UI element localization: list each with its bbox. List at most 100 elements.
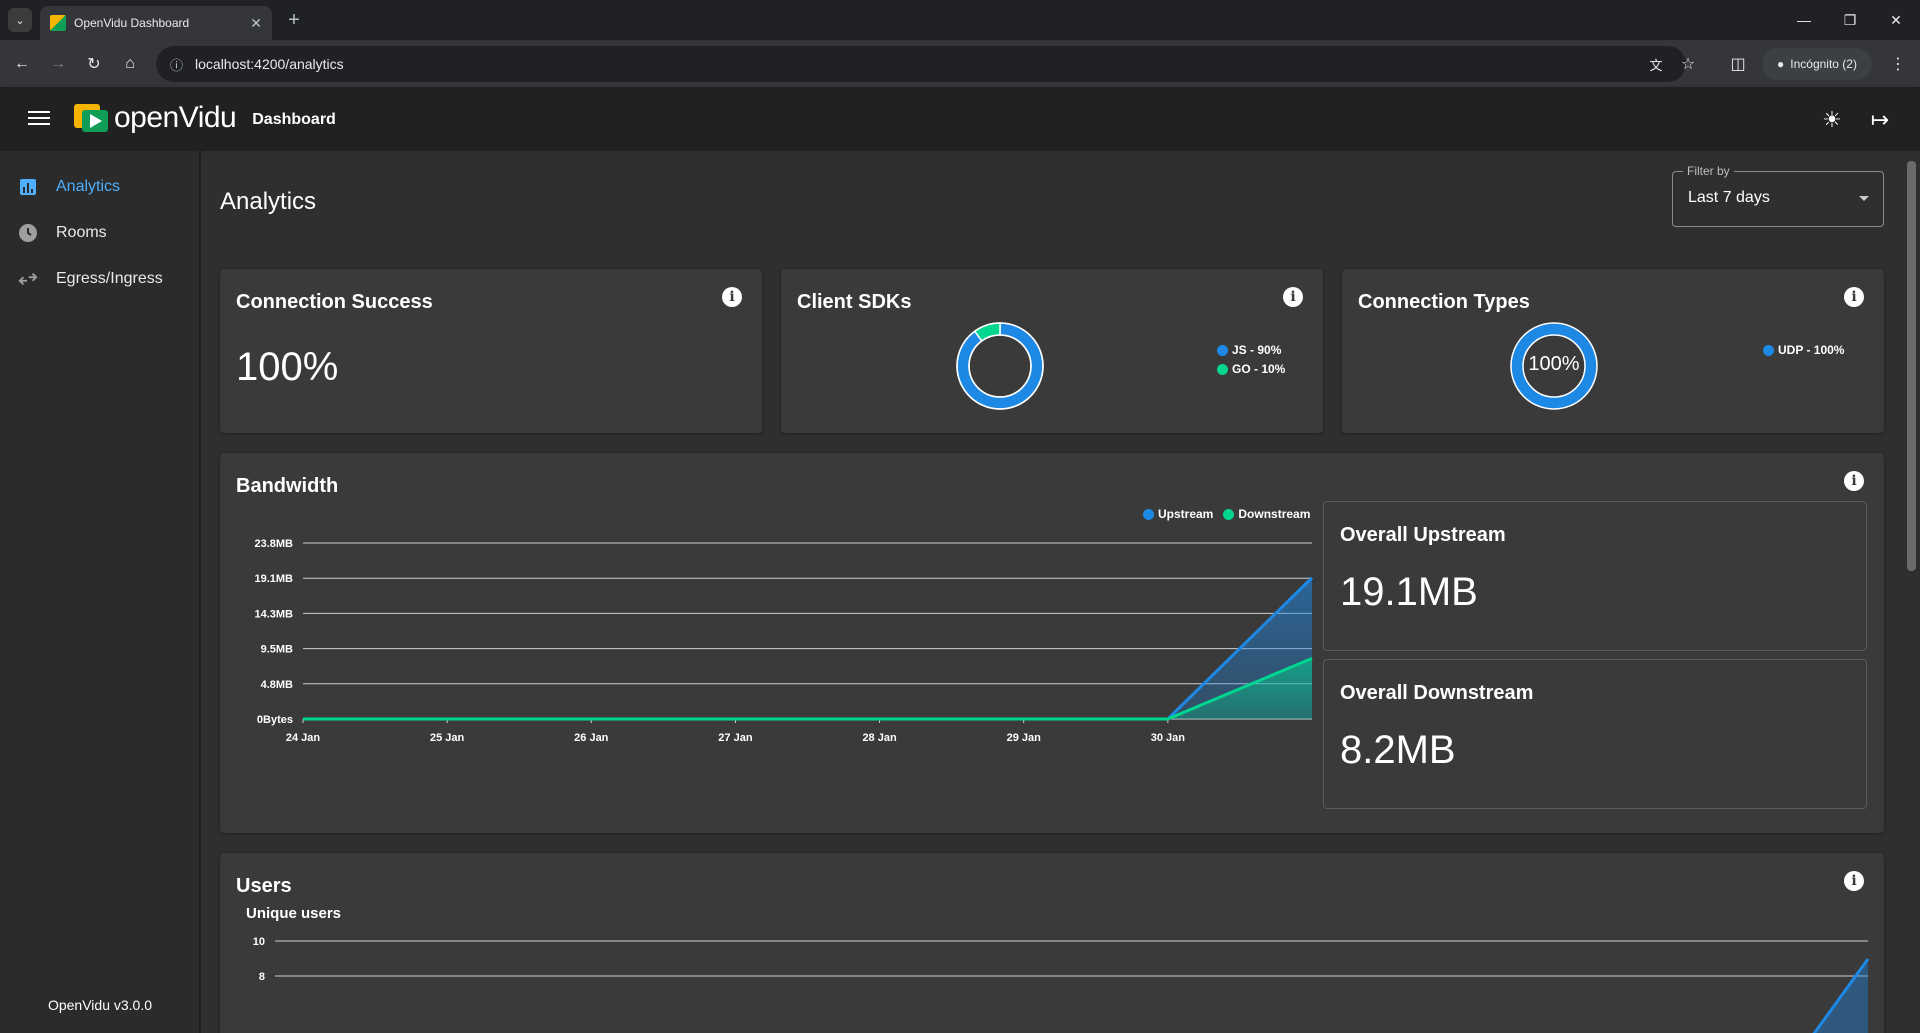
- x-tick-label: 24 Jan: [286, 732, 321, 744]
- address-bar[interactable]: ⓘ localhost:4200/analytics: [156, 46, 1686, 82]
- translate-icon[interactable]: 文: [1649, 57, 1663, 73]
- tab-search-icon[interactable]: ⌄: [8, 8, 32, 32]
- x-tick-label: 26 Jan: [574, 732, 609, 744]
- legend-label: GO - 10%: [1232, 362, 1286, 376]
- y-tick-label: 10: [253, 936, 265, 948]
- connection-types-card: Connection Types i 100% UDP - 100%: [1342, 269, 1884, 433]
- main-content: Analytics Filter by Last 7 days Connecti…: [201, 151, 1903, 1033]
- clock-icon: [18, 223, 38, 243]
- series-line-downstream: [303, 656, 1313, 721]
- card-title: Connection Types: [1358, 291, 1530, 313]
- info-icon[interactable]: i: [1844, 471, 1864, 491]
- legend-item: Upstream: [1143, 507, 1213, 521]
- overall-upstream-value: 19.1MB: [1340, 570, 1478, 614]
- legend-dot: [1763, 344, 1774, 356]
- legend-label: JS - 90%: [1232, 343, 1282, 357]
- theme-toggle-sun-icon[interactable]: ☀: [1822, 107, 1842, 132]
- connection-types-donut-chart: [1510, 322, 1598, 410]
- forward-icon[interactable]: →: [50, 55, 66, 72]
- home-icon[interactable]: ⌂: [125, 55, 135, 72]
- unique-users-chart: 8 10: [253, 936, 1870, 1033]
- subcard-title: Overall Downstream: [1340, 682, 1534, 704]
- new-tab-icon[interactable]: +: [288, 8, 300, 31]
- swap-arrows-icon: [18, 269, 38, 289]
- x-tick-label: 30 Jan: [1151, 732, 1186, 744]
- legend-item: UDP - 100%: [1763, 343, 1844, 357]
- close-window-icon[interactable]: ✕: [1890, 11, 1902, 28]
- sidebar-item-egress-ingress[interactable]: Egress/Ingress: [0, 259, 200, 299]
- users-series-area: [1814, 959, 1868, 1033]
- browser-tabstrip: ⌄ OpenVidu Dashboard ✕ + — ❐ ✕: [0, 0, 1920, 40]
- legend-label: Downstream: [1238, 507, 1311, 521]
- restore-icon[interactable]: ❐: [1843, 11, 1857, 28]
- donut-inner-outline: [1522, 334, 1586, 398]
- browser-menu-icon[interactable]: ⋮: [1890, 56, 1906, 73]
- incognito-badge[interactable]: ● Incógnito (2): [1762, 48, 1872, 80]
- minimize-icon[interactable]: —: [1797, 12, 1811, 28]
- client-sdks-legend: JS - 90% GO - 10%: [1217, 343, 1285, 381]
- legend-dot: [1217, 344, 1228, 356]
- bandwidth-area-chart: 0Bytes 4.8MB 9.5MB 14.3MB 19.1MB 23.8MB 24 Jan…: [254, 538, 1314, 744]
- y-tick-label: 19.1MB: [254, 573, 293, 585]
- y-tick-label: 23.8MB: [254, 538, 293, 550]
- url-text: localhost:4200/analytics: [195, 56, 344, 72]
- legend-dot: [1223, 508, 1235, 520]
- page-scrollbar[interactable]: [1903, 151, 1920, 1033]
- x-tick-label: 29 Jan: [1007, 732, 1042, 744]
- favicon-icon: [50, 15, 66, 31]
- users-series-line: [1812, 958, 1870, 1033]
- scrollbar-thumb[interactable]: [1907, 161, 1916, 571]
- sidebar-item-label: Egress/Ingress: [56, 270, 163, 287]
- donut-outline: [1510, 322, 1598, 410]
- page-title: Analytics: [220, 188, 317, 215]
- bookmark-star-icon[interactable]: ☆: [1680, 56, 1696, 73]
- overall-downstream-value: 8.2MB: [1340, 728, 1456, 772]
- users-chart-title: Unique users: [246, 905, 342, 922]
- dropdown-arrow-icon: [1859, 196, 1869, 201]
- back-icon[interactable]: ←: [14, 55, 30, 72]
- close-tab-icon[interactable]: ✕: [250, 14, 262, 31]
- sidebar-item-rooms[interactable]: Rooms: [0, 213, 200, 253]
- info-icon[interactable]: i: [1844, 287, 1864, 307]
- x-tick-label: 27 Jan: [718, 732, 753, 744]
- client-sdks-donut-chart: [956, 322, 1044, 410]
- card-title: Users: [236, 875, 292, 897]
- series-area-downstream: [303, 658, 1312, 719]
- donut-outline: [956, 322, 1044, 410]
- x-tick-label: 28 Jan: [862, 732, 897, 744]
- menu-icon[interactable]: [28, 107, 50, 129]
- browser-toolbar: ← → ↻ ⌂ ⓘ localhost:4200/analytics 文 ☆ ◫…: [0, 40, 1920, 87]
- overall-downstream-card: Overall Downstream 8.2MB: [1323, 659, 1867, 809]
- info-icon[interactable]: i: [1283, 287, 1303, 307]
- reload-icon[interactable]: ↻: [87, 56, 101, 73]
- openvidu-logo-icon: [74, 104, 108, 132]
- browser-tab[interactable]: OpenVidu Dashboard ✕: [40, 6, 272, 40]
- card-title: Bandwidth: [236, 475, 339, 497]
- filter-label: Filter by: [1683, 164, 1734, 178]
- side-panel-icon[interactable]: ◫: [1730, 56, 1746, 73]
- client-sdks-card: Client SDKs i JS - 90% GO - 10%: [781, 269, 1323, 433]
- logout-icon[interactable]: ↦: [1870, 107, 1890, 132]
- incognito-icon: ●: [1777, 57, 1785, 71]
- legend-dot: [1217, 363, 1228, 375]
- bandwidth-legend: Upstream Downstream: [1143, 507, 1310, 526]
- subcard-title: Overall Upstream: [1340, 524, 1506, 546]
- info-icon[interactable]: i: [1844, 871, 1864, 891]
- site-info-icon[interactable]: ⓘ: [170, 57, 184, 73]
- overall-upstream-card: Overall Upstream 19.1MB: [1323, 501, 1867, 651]
- legend-item: GO - 10%: [1217, 362, 1285, 376]
- legend-item: JS - 90%: [1217, 343, 1285, 357]
- info-icon[interactable]: i: [722, 287, 742, 307]
- filter-value: Last 7 days: [1688, 189, 1770, 206]
- filter-select[interactable]: Filter by Last 7 days: [1672, 164, 1884, 227]
- legend-item: Downstream: [1223, 507, 1310, 521]
- x-tick-label: 25 Jan: [430, 732, 465, 744]
- card-title: Client SDKs: [797, 291, 912, 313]
- y-tick-label: 0Bytes: [257, 714, 293, 726]
- y-tick-label: 4.8MB: [261, 679, 293, 691]
- legend-label: UDP - 100%: [1778, 343, 1845, 357]
- app-header: openVidu Dashboard ☀ ↦: [0, 87, 1920, 151]
- sidebar: Analytics Rooms Egress/Ingress OpenVidu …: [0, 151, 200, 1033]
- sidebar-item-analytics[interactable]: Analytics: [0, 167, 200, 207]
- connection-success-card: Connection Success i 100%: [220, 269, 762, 433]
